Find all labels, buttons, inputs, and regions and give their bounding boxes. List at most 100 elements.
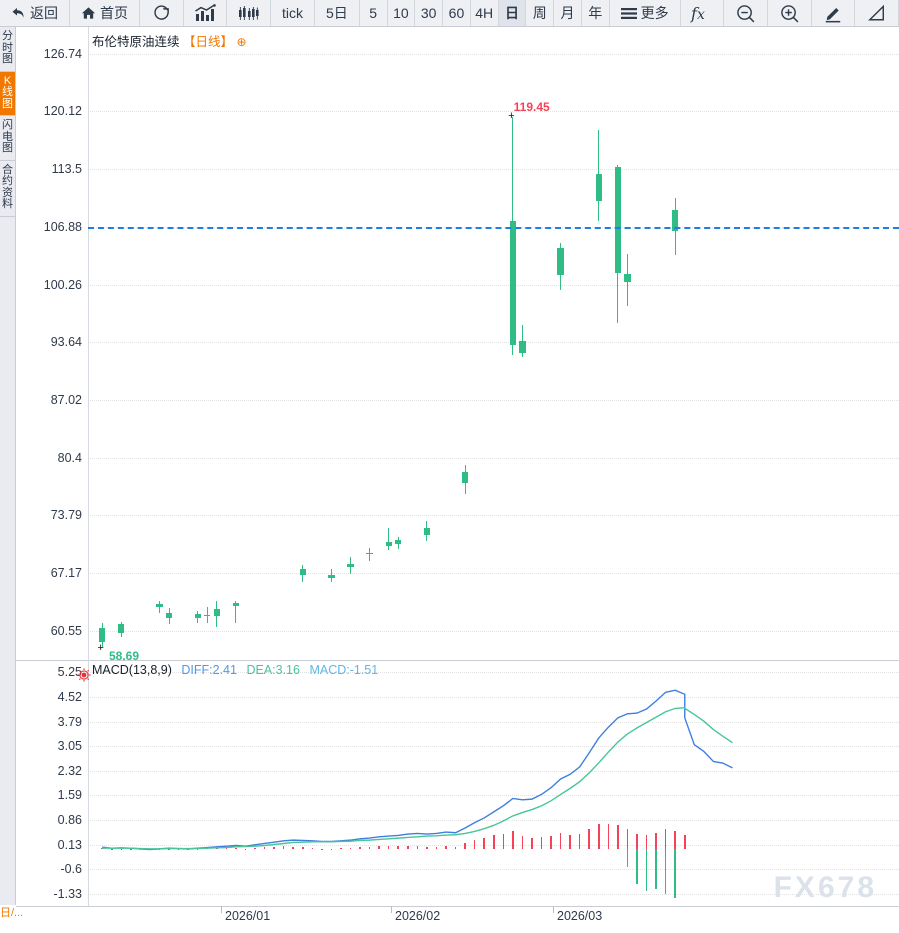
toolbar-trendline-icon-button[interactable] (855, 0, 899, 26)
macd-histogram-bar (598, 824, 600, 849)
candle-body (443, 519, 449, 522)
toolbar-daily-button[interactable]: 日 (498, 0, 527, 26)
toolbar-5day-label: 5日 (325, 5, 348, 21)
svg-text:f: f (690, 4, 700, 23)
macd-lines (102, 689, 733, 851)
macd-histogram-bar (282, 846, 285, 849)
candle-body (347, 564, 354, 567)
svg-text:x: x (697, 7, 705, 23)
toolbar-draw-icon-button[interactable] (811, 0, 856, 26)
macd-histogram-bar (101, 847, 103, 850)
high-price-annotation: 119.45 (513, 100, 550, 115)
macd-histogram-bar (235, 847, 237, 849)
macd-histogram-bar (407, 845, 409, 849)
gridline (88, 819, 899, 821)
toolbar-zoom-out-icon-button[interactable] (724, 0, 768, 26)
macd-histogram-bar (254, 847, 256, 849)
candle-body (471, 446, 477, 470)
macd-histogram-bar (636, 834, 638, 849)
date-label: 2026/03 (557, 909, 603, 923)
toolbar-yearly-button[interactable]: 年 (581, 0, 610, 26)
macd-histogram-bar (655, 832, 657, 849)
toolbar-m60-button[interactable]: 60 (443, 0, 471, 26)
macd-histogram-bar (664, 829, 667, 849)
candle-body (118, 624, 125, 633)
macd-histogram-bar (340, 848, 342, 850)
macd-histogram-bar (378, 846, 380, 849)
toolbar-back-button[interactable]: 返回 (0, 0, 70, 26)
chart-title: 布伦特原油连续 【日线】 ⊕ (92, 31, 247, 50)
gridline (88, 515, 899, 517)
macd-histogram-bar (273, 846, 275, 849)
candle-body (299, 569, 306, 575)
macd-histogram-bar (531, 838, 533, 849)
candle-body (662, 233, 668, 238)
date-label: 2026/02 (395, 909, 441, 923)
sidebar-item-kline[interactable]: K线图 (0, 71, 15, 116)
candle-body (548, 256, 554, 277)
candle-body (357, 554, 363, 566)
macd-histogram-bar (445, 845, 447, 849)
toolbar-m5-button[interactable]: 5 (359, 0, 388, 26)
toolbar-5day-button[interactable]: 5日 (314, 0, 360, 26)
gridline (88, 573, 899, 575)
gridline (88, 770, 899, 772)
macd-histogram-bar (636, 848, 638, 885)
candle-body (328, 575, 335, 579)
price-axis-tick: 126.74 (43, 46, 82, 61)
toolbar-h4-button[interactable]: 4H (470, 0, 499, 26)
sidebar-item-contract[interactable]: 合约资料 (0, 161, 15, 217)
toolbar-home-button[interactable]: 首页 (70, 0, 140, 26)
candle-body (366, 552, 373, 555)
toolbar-weekly-button[interactable]: 周 (526, 0, 555, 26)
price-y-axis: 126.74 120.12 113.5 106.88 100.26 93.64 87.02 8… (16, 27, 88, 660)
chart-area: 布伦特原油连续 【日线】 ⊕ 126.74 120.12 113.5 106.88 10… (0, 27, 899, 933)
candle-body (280, 566, 286, 579)
toolbar-candlestick-icon-button[interactable] (227, 0, 271, 26)
date-label: 2026/01 (225, 909, 271, 923)
sidebar-item-timeshare[interactable]: 分时图 (0, 27, 15, 72)
gridline (88, 399, 899, 401)
candle-body (175, 616, 181, 621)
toolbar-bar-chart-icon-button[interactable] (183, 0, 228, 26)
candle-body (137, 608, 143, 631)
gridline (88, 53, 899, 55)
toolbar-m30-button[interactable]: 30 (415, 0, 444, 26)
toolbar-weekly-label: 周 (532, 5, 547, 21)
bottom-left-label[interactable]: 日/... (0, 907, 24, 919)
candle-body (194, 613, 201, 619)
circle-plus-icon[interactable]: ⊕ (236, 35, 247, 49)
price-plot[interactable]: 119.45 +58.69 + (88, 27, 899, 660)
macd-y-axis: 5.25 4.52 3.79 3.05 2.32 1.59 0.86 0.13 -0.6 -1.3… (16, 660, 88, 906)
macd-histogram-bar (359, 847, 361, 849)
macd-histogram-bar (578, 834, 581, 849)
macd-histogram-bar (454, 846, 457, 849)
price-pane[interactable]: 布伦特原油连续 【日线】 ⊕ 126.74 120.12 113.5 106.88 10… (16, 27, 899, 660)
candle-wick (293, 555, 294, 585)
candle-body (634, 271, 640, 281)
candle-body (614, 167, 622, 273)
toolbar-more-button[interactable]: 更多 (609, 0, 681, 26)
macd-plot[interactable] (88, 660, 899, 906)
price-axis-tick: 80.4 (57, 450, 82, 465)
candle-body (672, 210, 679, 232)
macd-histogram-bar (683, 835, 686, 849)
toolbar-m10-button[interactable]: 10 (387, 0, 416, 26)
macd-histogram-bar (130, 848, 132, 851)
bar-chart-icon (194, 4, 216, 22)
sidebar-item-lightning[interactable]: 闪电图 (0, 116, 15, 161)
date-axis-corner (16, 906, 88, 933)
candle-wick (455, 514, 456, 535)
toolbar-refresh-icon-button[interactable] (140, 0, 184, 26)
macd-axis-tick: 3.05 (57, 739, 82, 754)
toolbar-zoom-in-icon-button[interactable] (767, 0, 812, 26)
date-tick (553, 906, 554, 913)
macd-pane[interactable]: MACD(13,8,9) DIFF:2.41 DEA:3.16 MACD:-1.… (16, 660, 899, 906)
date-divider (16, 906, 899, 907)
sun-settings-icon[interactable] (76, 666, 92, 684)
macd-macd-value: MACD:-1.51 (309, 663, 379, 677)
toolbar-tick-button[interactable]: tick (270, 0, 315, 26)
toolbar-monthly-button[interactable]: 月 (554, 0, 582, 26)
toolbar-home-label: 首页 (100, 5, 128, 21)
